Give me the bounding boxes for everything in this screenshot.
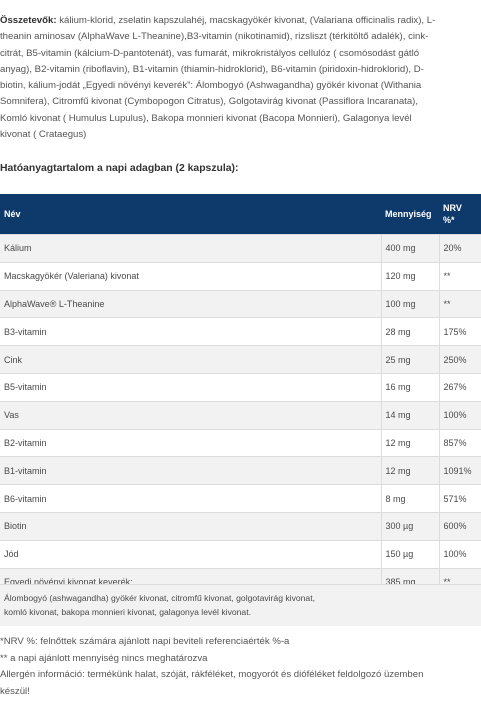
allergen-info-line: készül! (0, 685, 30, 697)
cell-nrv: ** (438, 289, 481, 318)
table-row: Cink 25 mg 250% (0, 345, 481, 374)
cell-nrv: 267% (438, 372, 481, 402)
allergen-info-line: Allergén információ: termékünk halat, sz… (0, 669, 424, 680)
cell-name: B3-vitamin (0, 317, 381, 346)
table-row: B3-vitamin 28 mg 175% (0, 317, 481, 346)
cell-name: AlphaWave® L-Theanine (0, 289, 381, 318)
cell-amount: 100 mg (380, 289, 439, 318)
footnotes: *NRV %: felnőttek számára ajánlott napi … (0, 634, 481, 700)
cell-amount: 300 µg (380, 511, 439, 541)
cell-amount: 8 mg (380, 484, 439, 513)
cell-nrv: 100% (438, 400, 481, 430)
cell-name: Macskagyökér (Valeriana) kivonat (0, 261, 381, 291)
herbal-blend-note: Álombogyó (ashwagandha) gyökér kivonat, … (0, 584, 481, 626)
header-nrv-line1: NRV (443, 203, 462, 213)
cell-name: B1-vitamin (0, 456, 381, 485)
header-amount: Mennyiség (381, 194, 439, 235)
cell-name: B5-vitamin (0, 372, 381, 402)
cell-amount: 400 mg (380, 234, 439, 263)
cell-nrv: 250% (438, 345, 481, 374)
cell-name: Cink (0, 345, 381, 374)
cell-nrv: 600% (438, 511, 481, 541)
blend-line: Álombogyó (ashwagandha) gyökér kivonat, … (4, 593, 315, 603)
ingredients-line: theanin aminosav (AlphaWave L-Theanine),… (0, 31, 429, 43)
cell-name: Biotin (0, 511, 381, 541)
table-row: Jód 150 µg 100% (0, 539, 481, 569)
cell-amount: 12 mg (380, 456, 439, 485)
cell-amount: 12 mg (380, 428, 439, 457)
ingredients-paragraph: Összetevők: kálium-klorid, zselatin kaps… (0, 13, 481, 143)
cell-nrv: 20% (438, 234, 481, 263)
cell-amount: 150 µg (380, 539, 439, 569)
table-row: Kálium 400 mg 20% (0, 234, 481, 263)
ingredients-line: biotin, kálium-jodát „Egyedi növényi kev… (0, 80, 422, 92)
cell-name: Kálium (0, 234, 381, 263)
table-row: B5-vitamin 16 mg 267% (0, 372, 481, 402)
active-ingredients-heading: Hatóanyagtartalom a napi adagban (2 kaps… (0, 163, 239, 174)
cell-nrv: 857% (438, 428, 481, 457)
table-row: Vas 14 mg 100% (0, 400, 481, 430)
table-row: B1-vitamin 12 mg 1091% (0, 456, 481, 485)
cell-amount: 25 mg (380, 345, 439, 374)
header-nrv: NRV %* (439, 194, 481, 235)
ingredients-line: citrát, B5-vitamin (kálcium-D-pantotenát… (0, 47, 420, 59)
cell-nrv: 1091% (438, 456, 481, 485)
ingredients-line: kivonat ( Crataegus) (0, 129, 87, 141)
cell-amount: 14 mg (380, 400, 439, 430)
nutrition-table: Név Mennyiség NRV %* Kálium 400 mg 20% Ma… (0, 194, 481, 596)
cell-name: Jód (0, 539, 381, 569)
table-row: Macskagyökér (Valeriana) kivonat 120 mg … (0, 261, 481, 291)
cell-name: B2-vitamin (0, 428, 381, 457)
cell-amount: 28 mg (380, 317, 439, 346)
footnote-nrv: *NRV %: felnőttek számára ajánlott napi … (0, 636, 290, 647)
table-row: B2-vitamin 12 mg 857% (0, 428, 481, 457)
blend-line: komló kivonat, bakopa monnieri kivonat, … (4, 607, 251, 617)
ingredients-line: Összetevők: kálium-klorid, zselatin kaps… (0, 13, 481, 29)
ingredients-label: Összetevők: (0, 15, 57, 26)
header-nrv-line2: %* (443, 215, 455, 225)
cell-amount: 16 mg (380, 372, 439, 402)
table-header-row: Név Mennyiség NRV %* (0, 194, 481, 235)
table-row: B6-vitamin 8 mg 571% (0, 484, 481, 513)
ingredients-line: anyag), B2-vitamin (riboflavin), B1-vita… (0, 63, 424, 75)
cell-amount: 120 mg (380, 261, 439, 291)
ingredients-line: Komló kivonat ( Humulus Lupulus), Bakopa… (0, 112, 412, 124)
cell-name: B6-vitamin (0, 484, 381, 513)
cell-nrv: 571% (438, 484, 481, 513)
footnote-no-rda: ** a napi ajánlott mennyiség nincs megha… (0, 652, 208, 664)
ingredients-line: Somnifera), Citromfű kivonat (Cymbopogon… (0, 96, 419, 108)
cell-name: Vas (0, 400, 381, 430)
cell-nrv: 100% (438, 539, 481, 569)
cell-nrv: 175% (438, 317, 481, 346)
cell-nrv: ** (438, 261, 481, 291)
ingredients-text: kálium-klorid, zselatin kapszulahéj, mac… (56, 15, 436, 26)
table-row: AlphaWave® L-Theanine 100 mg ** (0, 289, 481, 318)
table-row: Biotin 300 µg 600% (0, 511, 481, 541)
header-name: Név (0, 194, 381, 235)
